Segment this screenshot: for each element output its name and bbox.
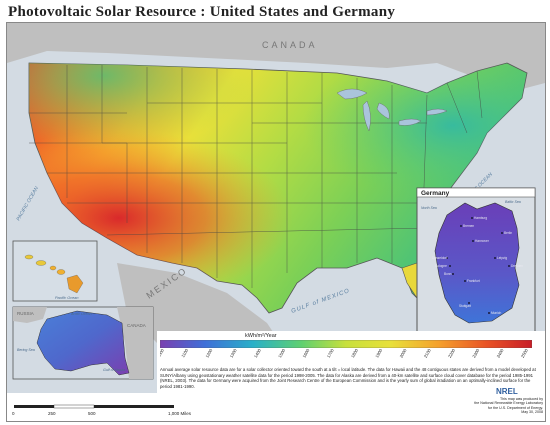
legend-colorbar <box>160 340 532 348</box>
nrel-logo: NREL <box>496 387 518 396</box>
legend-tick-2300: 2300 <box>471 348 480 359</box>
legend-tick-1100: 1100 <box>180 348 189 358</box>
page-title: Photovoltaic Solar Resource : United Sta… <box>8 4 396 20</box>
city-frankfurt: Frankfurt <box>467 279 480 283</box>
city-berlin: Berlin <box>504 231 512 235</box>
city-hannover: Hannover <box>475 239 490 243</box>
map-svg: CANADA MEXICO PACIFIC OCEAN ATLANTIC OCE… <box>7 23 545 421</box>
city-munich: Munich <box>491 311 502 315</box>
label-bering-sea: Bering Sea <box>17 348 35 352</box>
legend-tick-labels: 1000 1100 1200 1300 1400 1500 1600 1700 1800 1900… <box>160 348 529 359</box>
legend-tick-1600: 1600 <box>301 348 310 359</box>
legend-tick-1200: 1200 <box>204 348 213 359</box>
label-north-sea: North Sea <box>421 206 437 210</box>
city-bonn: Bonn <box>444 272 452 276</box>
state-borders <box>29 65 483 288</box>
germany-shape <box>434 202 520 324</box>
lake-erie <box>398 118 422 126</box>
germany-city-labels: Hamburg Bremen Berlin Hannover Dusseldor… <box>432 216 523 315</box>
legend-tick-1000: 1000 <box>160 348 165 359</box>
legend-tick-1400: 1400 <box>253 348 262 359</box>
lake-superior <box>336 88 368 100</box>
scale-mark-1000: 1,000 Miles <box>168 411 192 416</box>
legend-tick-1900: 1900 <box>374 348 383 359</box>
scale-mark-500: 500 <box>88 411 96 416</box>
legend-tick-1700: 1700 <box>326 348 335 359</box>
legend-tick-2000: 2000 <box>399 348 408 359</box>
lake-michigan <box>362 100 371 132</box>
city-stuttgart: Stuttgart <box>459 304 471 308</box>
legend-title: kWh/m²/Year <box>245 333 277 339</box>
credit-text: This map was produced by the National Re… <box>438 397 543 414</box>
label-canada: CANADA <box>262 40 318 50</box>
credit-line-1: This map was produced by <box>500 397 543 401</box>
germany-inset: Germany North Sea Baltic Sea Hamburg Bre… <box>416 187 536 337</box>
scale-mark-0: 0 <box>12 411 15 416</box>
hawaii-ocean-label: Pacific Ocean <box>55 296 78 300</box>
city-dresden: Dresden <box>511 264 523 268</box>
map-frame: CANADA MEXICO PACIFIC OCEAN ATLANTIC OCE… <box>6 22 546 422</box>
lake-ontario <box>426 108 448 116</box>
legend-tick-2200: 2200 <box>447 348 456 359</box>
legend-tick-2100: 2100 <box>423 348 432 359</box>
germany-city-dots <box>446 217 510 314</box>
label-arctic-ocean: Arctic Ocean <box>70 312 92 316</box>
city-dusseldorf: Dusseldorf <box>432 256 447 260</box>
lake-huron <box>376 102 390 120</box>
legend-tick-1800: 1800 <box>350 348 359 359</box>
label-gulf-of-alaska: Gulf of Alaska <box>103 368 125 372</box>
credit-line-3: for the U.S. Department of Energy. <box>487 405 543 410</box>
legend-tick-2500: 2500 <box>520 348 529 359</box>
credit-line-4: May 30, 2008 <box>521 409 543 414</box>
alaska-shape <box>36 310 130 376</box>
germany-inset-title: Germany <box>421 190 450 197</box>
label-baltic-sea: Baltic Sea <box>505 200 521 204</box>
legend-tick-2400: 2400 <box>496 348 505 359</box>
alaska-inset: RUSSIA Arctic Ocean CANADA Bering Sea Gu… <box>12 306 154 380</box>
caption-text: Annual average solar resource data are f… <box>160 367 536 389</box>
label-russia: RUSSIA <box>17 311 34 316</box>
label-alaska-canada: CANADA <box>127 323 146 328</box>
city-cologne: Cologne <box>435 264 447 268</box>
canada-land <box>7 23 545 93</box>
city-hamburg: Hamburg <box>474 216 487 220</box>
city-leipzig: Leipzig <box>497 256 507 260</box>
legend-tick-1300: 1300 <box>229 348 238 359</box>
us-contiguous <box>28 62 528 316</box>
credit-line-2: the National Renewable Energy Laboratory <box>474 401 543 406</box>
scale-bar: 0 250 500 1,000 Miles <box>12 404 192 416</box>
hawaii-inset: Pacific Ocean <box>12 240 98 302</box>
scale-mark-250: 250 <box>48 411 56 416</box>
city-bremen: Bremen <box>463 224 474 228</box>
legend-tick-1500: 1500 <box>277 348 286 359</box>
